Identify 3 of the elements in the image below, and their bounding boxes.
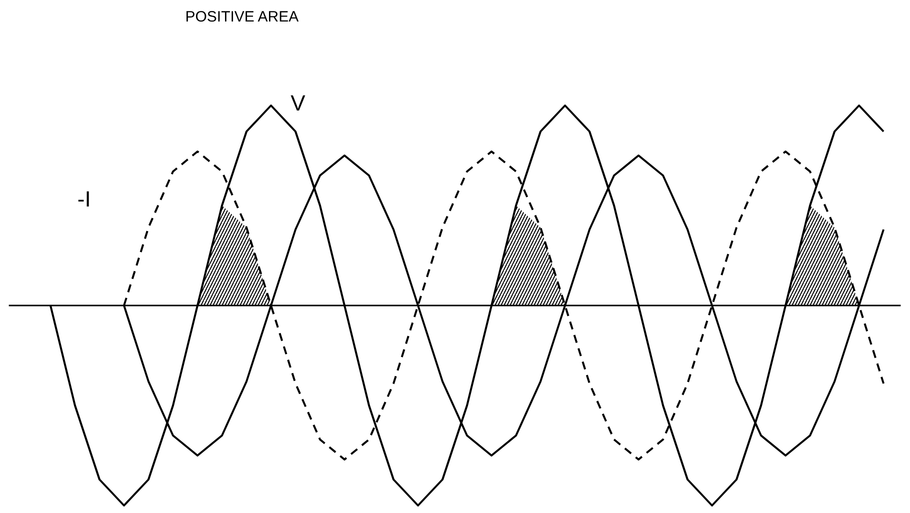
series-label: V [290,90,306,116]
text: -I [77,186,91,212]
text: POSITIVE AREA [185,8,299,26]
